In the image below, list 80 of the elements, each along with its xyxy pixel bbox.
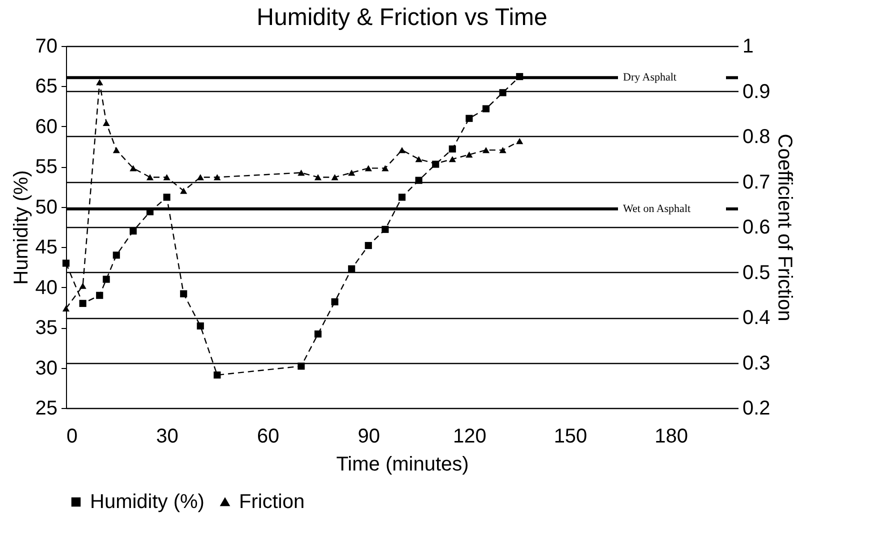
chart-title: Humidity & Friction vs Time — [256, 4, 548, 31]
x-tick-label: 120 — [453, 426, 486, 448]
point — [466, 152, 473, 158]
y2-tick-label: 0.6 — [742, 216, 770, 238]
y-axis-title: Humidity (%) — [10, 170, 32, 285]
x-tick-label: 30 — [156, 426, 178, 448]
point — [214, 371, 221, 379]
ref-line-label: Dry Asphalt — [623, 72, 676, 84]
y2-tick-label: 0.3 — [742, 352, 770, 374]
y-tick-label: 55 — [35, 156, 58, 178]
x-tick-label: 0 — [66, 426, 78, 448]
legend-label: Humidity (%) — [90, 491, 204, 513]
point — [364, 242, 372, 250]
point — [482, 105, 490, 112]
y2-tick-label: 1 — [742, 36, 754, 58]
point — [79, 300, 86, 307]
point — [466, 114, 473, 122]
point — [62, 260, 70, 267]
point — [62, 305, 70, 312]
point — [180, 188, 188, 194]
point — [96, 79, 104, 86]
y-tick-label: 25 — [35, 398, 58, 420]
y-tick-label: 70 — [35, 36, 58, 58]
point — [112, 252, 120, 259]
point — [331, 174, 338, 180]
point — [415, 156, 422, 162]
point — [348, 170, 356, 176]
point — [499, 89, 506, 96]
y-tick-label: 45 — [35, 236, 58, 259]
point — [298, 170, 305, 176]
y2-tick-label: 0.5 — [742, 262, 770, 284]
x-tick-label: 60 — [256, 426, 280, 448]
point — [348, 265, 356, 272]
point — [314, 330, 322, 338]
y-tick-label: 50 — [35, 196, 58, 218]
y-tick-label: 65 — [35, 76, 58, 98]
y-tick-label: 60 — [35, 116, 58, 138]
point — [163, 194, 170, 201]
x-axis-title: Time (minutes) — [336, 454, 469, 476]
point — [331, 298, 338, 306]
point — [415, 176, 422, 184]
point — [130, 227, 137, 235]
point — [196, 174, 204, 180]
point — [180, 290, 188, 298]
point — [499, 147, 506, 154]
y-tick-label: 40 — [35, 276, 58, 299]
y2-tick-label: 0.4 — [742, 307, 770, 329]
y2-tick-label: 0.8 — [742, 126, 770, 148]
legend-label: Friction — [239, 491, 305, 513]
point — [314, 174, 322, 180]
point — [163, 174, 170, 180]
point — [146, 174, 154, 180]
point — [214, 174, 221, 180]
point — [448, 156, 456, 162]
point — [398, 147, 406, 154]
point — [298, 362, 305, 370]
point — [102, 276, 110, 283]
y-tick-label: 35 — [35, 317, 58, 340]
point — [364, 165, 372, 172]
y-tick-label: 30 — [35, 357, 58, 380]
x-tick-label: 180 — [654, 426, 688, 448]
point — [102, 120, 110, 126]
point — [112, 147, 120, 154]
point — [382, 165, 389, 172]
point — [96, 292, 104, 299]
y2-tick-label: 0.2 — [742, 398, 770, 420]
point — [382, 226, 389, 233]
x-tick-label: 90 — [358, 426, 380, 448]
x-tick-label: 150 — [554, 426, 588, 448]
point — [196, 322, 204, 330]
y2-axis-title: Coefficient of Friction — [773, 134, 796, 322]
y2-tick-label: 0.7 — [742, 171, 770, 194]
ref-line-label: Wet on Asphalt — [623, 202, 691, 215]
point — [130, 165, 137, 172]
point — [398, 194, 406, 201]
y2-tick-label: 0.9 — [742, 80, 770, 103]
point — [79, 282, 86, 289]
point — [482, 147, 490, 154]
point — [448, 145, 456, 153]
point — [516, 138, 524, 144]
